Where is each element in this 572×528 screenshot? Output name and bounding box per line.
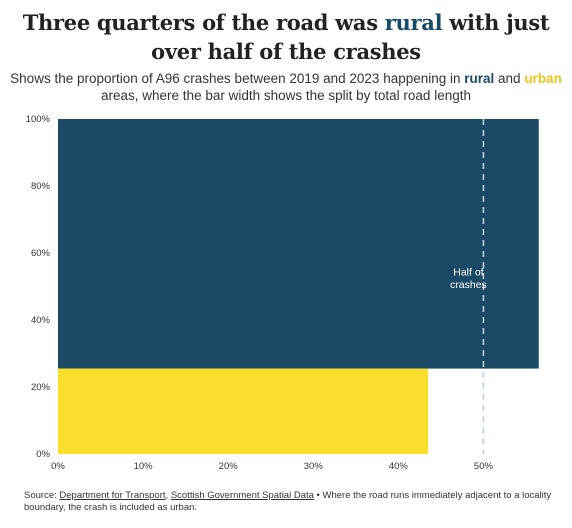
y-tick-label: 100% (26, 114, 51, 125)
x-tick-label: 40% (389, 461, 409, 472)
y-tick-label: 0% (36, 449, 50, 460)
bars-group (58, 119, 539, 454)
x-tick-label: 0% (51, 461, 65, 472)
y-tick-label: 40% (31, 315, 51, 326)
x-tick-label: 10% (134, 461, 154, 472)
reference-label-line2: crashes (450, 279, 487, 291)
y-axis: 0% 20% 40% 60% 80% 100% (26, 114, 51, 460)
bar-urban (58, 368, 429, 454)
subtitle-rural-keyword: rural (464, 71, 495, 86)
chart-title: Three quarters of the road was rural wit… (22, 10, 550, 64)
chart-subtitle: Shows the proportion of A96 crashes betw… (10, 71, 562, 103)
y-tick-label: 80% (31, 181, 51, 192)
x-axis: 0% 10% 20% 30% 40% 50% (51, 461, 493, 472)
bar-rural (58, 119, 539, 369)
x-tick-label: 50% (474, 461, 494, 472)
mosaic-chart: 0% 20% 40% 60% 80% 100% 0% 10% 20% 30% 40% 50% Hal… (26, 114, 539, 472)
source-link-dft[interactable]: Department for Transport (59, 490, 166, 501)
x-tick-label: 30% (304, 461, 324, 472)
y-tick-label: 20% (31, 382, 51, 393)
reference-label-line1: Half of (453, 266, 483, 278)
y-tick-label: 60% (31, 248, 51, 259)
source-link-scotgov[interactable]: Scottish Government Spatial Data (170, 490, 314, 501)
subtitle-urban-keyword: urban (524, 71, 562, 86)
x-tick-label: 20% (219, 461, 239, 472)
source-note: Source: Department for Transport, Scotti… (24, 490, 552, 513)
title-rural-highlight: rural (384, 10, 443, 35)
